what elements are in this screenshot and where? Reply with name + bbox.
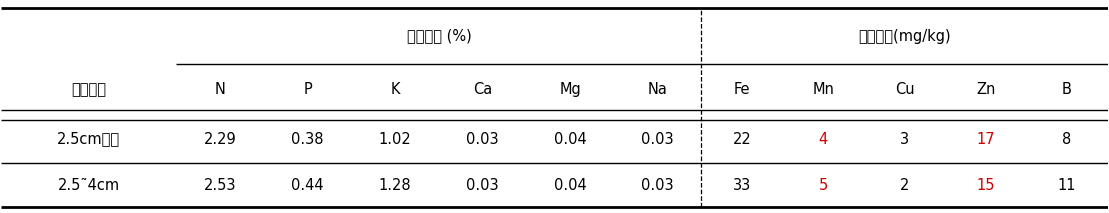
Text: 22: 22 [733,132,752,147]
Text: 2.5˜4cm: 2.5˜4cm [58,178,120,193]
Text: Cu: Cu [895,82,914,97]
Text: N: N [215,82,225,97]
Text: 0.38: 0.38 [292,132,324,147]
Text: 15: 15 [977,178,995,193]
Text: K: K [390,82,400,97]
Text: 17: 17 [976,132,995,147]
Text: Ca: Ca [474,82,492,97]
Text: 미량원소(mg/kg): 미량원소(mg/kg) [858,29,950,44]
Text: 5: 5 [818,178,827,193]
Text: 1.02: 1.02 [379,132,411,147]
Text: 종구크기: 종구크기 [71,82,106,97]
Text: Na: Na [648,82,668,97]
Text: 1.28: 1.28 [379,178,411,193]
Text: 3: 3 [899,132,909,147]
Text: 0.03: 0.03 [641,178,674,193]
Text: 33: 33 [733,178,751,193]
Text: 0.04: 0.04 [553,132,587,147]
Text: Mg: Mg [559,82,581,97]
Text: 2.29: 2.29 [204,132,236,147]
Text: 다량원소 (%): 다량원소 (%) [407,29,471,44]
Text: P: P [303,82,312,97]
Text: B: B [1062,82,1072,97]
Text: Fe: Fe [734,82,751,97]
Text: 11: 11 [1058,178,1076,193]
Text: 0.04: 0.04 [553,178,587,193]
Text: Mn: Mn [812,82,834,97]
Text: 0.03: 0.03 [641,132,674,147]
Text: 0.44: 0.44 [292,178,324,193]
Text: 2: 2 [899,178,909,193]
Text: 0.03: 0.03 [466,132,499,147]
Text: 4: 4 [818,132,827,147]
Text: 0.03: 0.03 [466,178,499,193]
Text: 2.5cm이하: 2.5cm이하 [58,132,121,147]
Text: Zn: Zn [976,82,996,97]
Text: 8: 8 [1062,132,1071,147]
Text: 2.53: 2.53 [204,178,236,193]
